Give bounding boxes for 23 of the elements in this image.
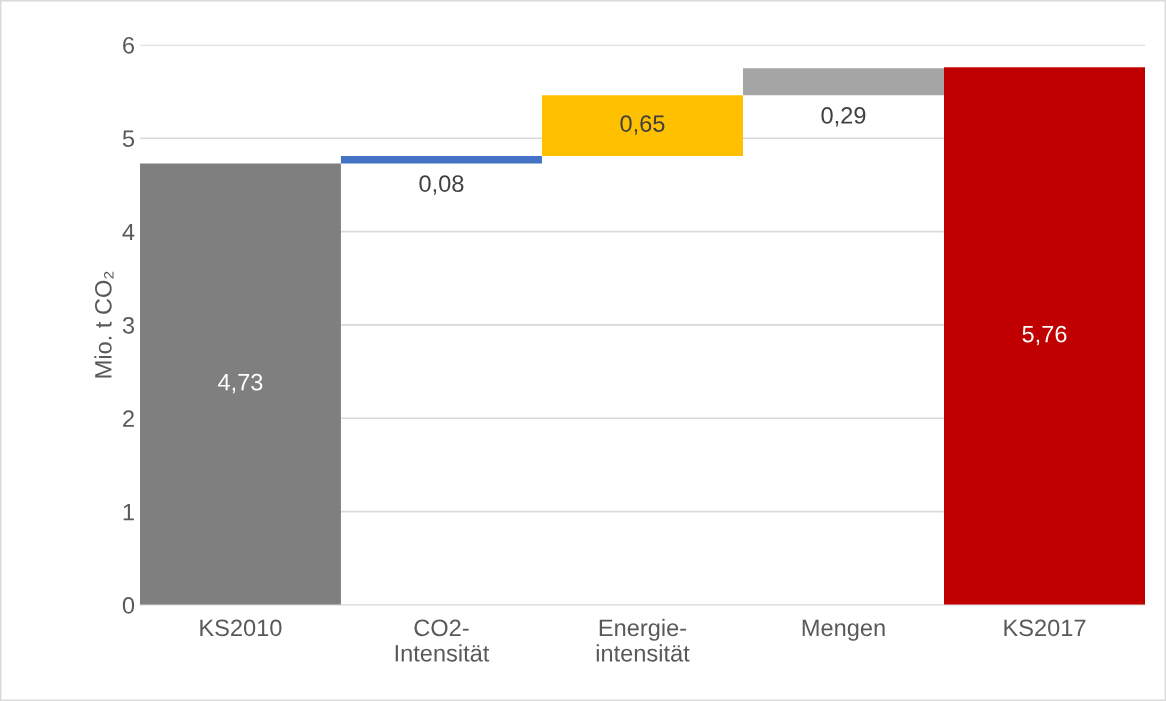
bar [139, 163, 341, 605]
y-tick-label: 1 [123, 503, 134, 521]
y-tick-label: 4 [122, 223, 135, 241]
data-label: 0,08 [419, 175, 464, 195]
x-tick-label: KS2010 [200, 619, 282, 637]
data-label: 0,29 [821, 107, 866, 127]
bar [943, 67, 1146, 605]
x-tick-label: Mengen [802, 619, 885, 641]
x-tick-label: Energie- intensität [596, 618, 690, 662]
y-tick-label: 6 [123, 36, 135, 54]
y-tick-label: 0 [122, 597, 135, 614]
bar [541, 95, 743, 156]
y-axis-title: Mio. t CO₂ [94, 271, 114, 378]
bar [742, 68, 944, 96]
x-tick-label: KS2017 [1004, 619, 1086, 637]
data-label: 4,73 [218, 373, 263, 394]
y-tick-label: 3 [122, 316, 135, 334]
y-tick-label: 2 [123, 410, 134, 427]
data-label: 5,76 [1022, 325, 1067, 346]
bar [340, 155, 542, 164]
x-tick-label: CO2- Intensität [395, 619, 490, 662]
y-tick-label: 5 [122, 130, 135, 147]
data-label: 0,65 [620, 115, 665, 135]
